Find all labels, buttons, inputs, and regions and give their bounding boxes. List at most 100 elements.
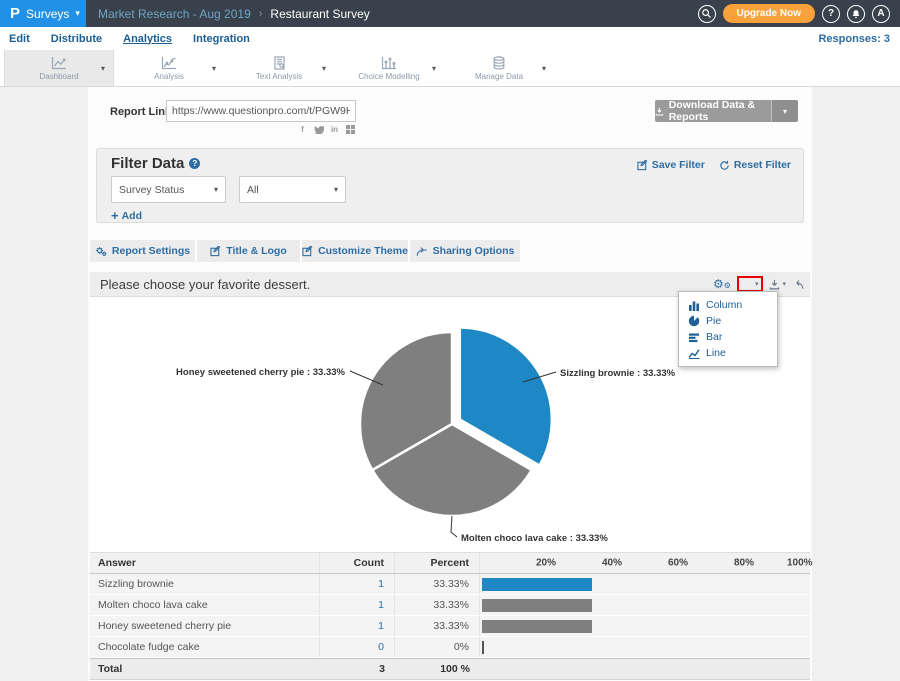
manage-data-icon [490,56,508,70]
bell-icon [851,9,861,19]
chart-type-button-highlighted[interactable]: ▾ [737,276,764,292]
table-row: Sizzling brownie 1 33.33% [90,574,810,595]
report-settings-tabs: Report Settings Title & Logo Customize T… [90,240,520,262]
table-header-row: Answer Count Percent 20% 40% 60% 80% 100… [90,552,810,574]
total-percent: 100 % [395,659,480,679]
analysis-icon [160,56,178,70]
column-chart-icon [688,300,700,311]
reset-filter-button[interactable]: Reset Filter [719,159,791,171]
menu-item-line[interactable]: Line [679,345,777,361]
answer-bar [482,620,592,633]
edit-icon [210,246,221,257]
tab-report-settings[interactable]: Report Settings [90,240,195,262]
chart-download-button[interactable]: ▾ [769,279,786,290]
avatar[interactable]: A [872,5,890,23]
answer-bar [482,599,592,612]
share-icon [416,246,428,257]
chart-settings-button[interactable]: ⚙⚙ [713,278,731,290]
chevron-down-icon: ▾ [755,280,759,288]
chevron-down-icon: ▾ [334,185,338,194]
breadcrumb-current: Restaurant Survey [270,7,369,21]
breadcrumb-parent[interactable]: Market Research - Aug 2019 [98,7,251,21]
menu-item-pie[interactable]: Pie [679,313,777,329]
chevron-down-icon[interactable]: ▾ [322,64,326,73]
filter-field-select[interactable]: Survey Status ▾ [111,176,226,203]
table-row: Molten choco lava cake 1 33.33% [90,595,810,616]
menu-item-bar[interactable]: Bar [679,329,777,345]
report-link-label: Report Link [110,106,171,118]
bar-chart-icon [688,332,700,343]
toolbar-item-dashboard[interactable]: Dashboard ▾ [4,50,114,86]
answer-cell: Honey sweetened cherry pie [90,616,320,636]
help-button[interactable]: ? [822,5,840,23]
results-table: Answer Count Percent 20% 40% 60% 80% 100… [90,552,810,680]
download-icon [769,279,780,290]
embed-icon[interactable] [345,124,356,135]
share-icons: f in [166,124,356,135]
tab-sharing-options[interactable]: Sharing Options [410,240,520,262]
answer-bar [482,641,484,654]
forward-share-icon[interactable] [792,279,804,290]
choice-modelling-icon [380,56,398,70]
download-data-reports-button[interactable]: Download Data & Reports ▾ [655,100,798,122]
download-options-caret[interactable]: ▾ [771,100,798,122]
surveys-menu[interactable]: P Surveys ▾ [0,0,86,27]
toolbar-item-text-analysis[interactable]: Text Analysis ▾ [224,50,334,86]
chevron-down-icon[interactable]: ▾ [542,64,546,73]
chevron-down-icon: ▾ [782,280,786,288]
count-cell: 1 [320,574,395,594]
nav-item-integration[interactable]: Integration [193,33,250,45]
upgrade-now-button[interactable]: Upgrade Now [723,4,815,23]
notifications-button[interactable] [847,5,865,23]
help-icon[interactable]: ? [189,158,200,169]
top-bar: P Surveys ▾ Market Research - Aug 2019 ›… [0,0,900,27]
facebook-icon[interactable]: f [297,124,308,135]
save-filter-button[interactable]: Save Filter [637,159,705,171]
pie-chart-icon [688,315,700,327]
chevron-down-icon[interactable]: ▾ [432,64,436,73]
percent-cell: 33.33% [395,574,480,594]
chevron-down-icon: ▾ [75,8,80,19]
download-icon [655,106,664,117]
breadcrumb-separator: › [259,8,263,20]
chart-type-icon [742,279,753,289]
answer-bar [482,578,592,591]
toolbar-item-choice-modelling[interactable]: Choice Modelling ▾ [334,50,444,86]
tab-customize-theme[interactable]: Customize Theme [302,240,408,262]
gears-icon [95,246,107,257]
percent-cell: 33.33% [395,595,480,615]
chevron-down-icon[interactable]: ▾ [101,64,105,73]
report-link-input[interactable] [166,100,356,122]
axis-tick: 40% [602,558,622,569]
header-answer: Answer [90,553,320,573]
toolbar-item-analysis[interactable]: Analysis ▾ [114,50,224,86]
table-total-row: Total 3 100 % [90,658,810,680]
analytics-toolbar: Dashboard ▾ Analysis ▾ Text Analysis ▾ C… [0,50,900,87]
add-filter-button[interactable]: + Add [111,208,142,223]
product-label: Surveys [26,7,69,21]
chevron-down-icon: ▾ [214,185,218,194]
tab-title-logo[interactable]: Title & Logo [197,240,300,262]
nav-item-analytics[interactable]: Analytics [123,33,172,45]
responses-count: Responses: 3 [818,33,900,45]
filter-value-select[interactable]: All ▾ [239,176,346,203]
search-button[interactable] [698,5,716,23]
chevron-down-icon[interactable]: ▾ [212,64,216,73]
header-count: Count [320,553,395,573]
nav-item-edit[interactable]: Edit [9,33,30,45]
twitter-icon[interactable] [313,124,324,135]
axis-tick: 80% [734,558,754,569]
count-cell: 0 [320,637,395,657]
total-count: 3 [320,659,395,679]
percent-cell: 33.33% [395,616,480,636]
slice-label-honey-cherry-pie: Honey sweetened cherry pie : 33.33% [176,367,346,378]
linkedin-icon[interactable]: in [329,124,340,135]
chart-type-menu: Column Pie Bar Line [678,291,778,367]
menu-item-column[interactable]: Column [679,297,777,313]
nav-item-distribute[interactable]: Distribute [51,33,102,45]
answer-cell: Molten choco lava cake [90,595,320,615]
header-percent: Percent [395,553,480,573]
toolbar-item-manage-data[interactable]: Manage Data ▾ [444,50,554,86]
search-icon [701,8,712,19]
question-title: Please choose your favorite dessert. [90,277,310,292]
